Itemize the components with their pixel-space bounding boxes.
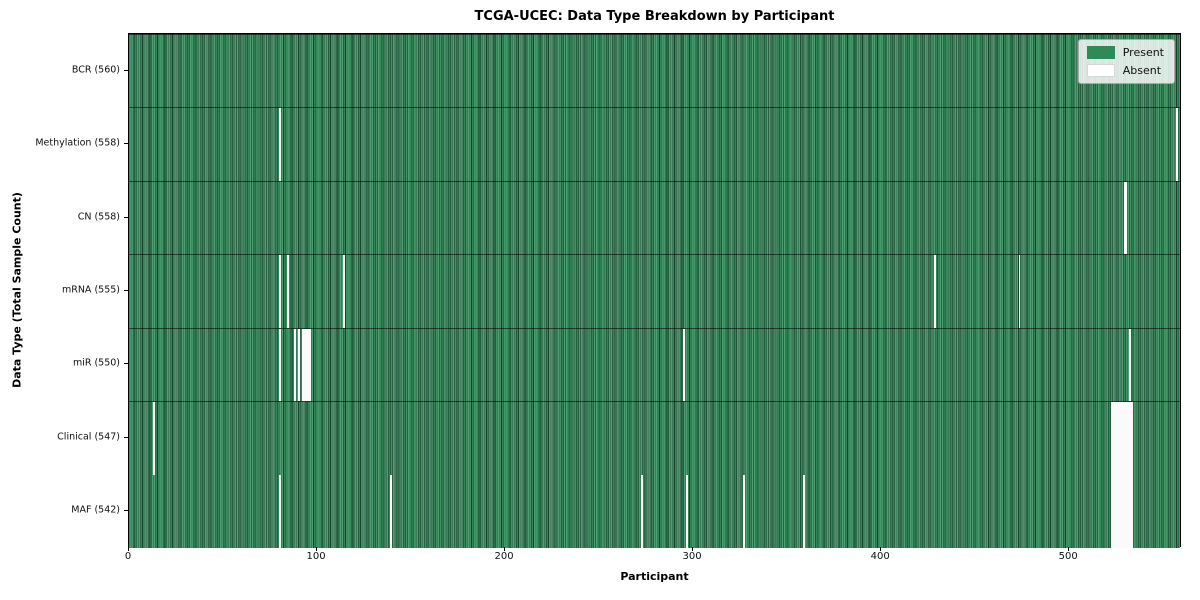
absent-stripe	[1123, 474, 1126, 548]
absent-stripe	[279, 328, 282, 402]
absent-stripe	[1176, 108, 1179, 181]
present-swatch-icon	[1086, 46, 1115, 59]
y-tick-mark	[124, 216, 128, 218]
y-tick-label-miR: miR (550)	[72, 357, 120, 369]
legend: Present Absent	[1077, 39, 1175, 84]
absent-stripe	[279, 255, 282, 328]
legend-item-present: Present	[1086, 46, 1164, 59]
x-tick-label-300: 300	[682, 551, 702, 562]
heatmap-row-Methylation	[129, 107, 1180, 181]
absent-stripe	[279, 108, 282, 181]
absent-stripe	[1119, 402, 1122, 475]
y-axis-title: Data Type (Total Sample Count)	[10, 192, 24, 388]
absent-stripe	[1131, 474, 1134, 548]
x-tick-label-400: 400	[870, 551, 890, 562]
absent-stripe	[1116, 474, 1119, 548]
absent-stripe	[686, 474, 689, 548]
absent-stripe	[682, 328, 685, 402]
y-tick-mark	[124, 363, 128, 365]
y-tick-label-CN: CN (558)	[77, 211, 120, 223]
absent-stripe	[301, 328, 304, 402]
heatmap-row-miR	[129, 327, 1180, 402]
absent-stripe	[309, 328, 312, 402]
legend-absent-label: Absent	[1122, 64, 1162, 77]
absent-stripe	[1123, 402, 1126, 475]
absent-stripe	[305, 328, 308, 402]
absent-stripe	[1127, 474, 1130, 548]
absent-stripe	[1118, 402, 1120, 475]
heatmap-row-MAF	[129, 474, 1180, 548]
y-tick-label-MAF: MAF (542)	[71, 504, 120, 516]
absent-stripe	[389, 474, 392, 548]
x-tick-label-500: 500	[1058, 551, 1078, 562]
y-tick-label-Methylation: Methylation (558)	[35, 137, 120, 149]
absent-stripe	[802, 474, 805, 548]
absent-stripe	[1129, 328, 1132, 402]
x-tick-mark	[692, 547, 694, 551]
y-tick-mark	[124, 436, 128, 438]
x-tick-label-200: 200	[494, 551, 514, 562]
absent-stripe	[153, 402, 156, 475]
absent-stripe	[279, 474, 282, 548]
x-tick-label-0: 0	[124, 551, 132, 562]
y-tick-mark	[124, 290, 128, 291]
absent-stripe	[934, 255, 937, 328]
absent-stripe	[1110, 474, 1113, 548]
absent-stripe	[1112, 474, 1115, 548]
absent-stripe	[1118, 474, 1120, 548]
absent-stripe	[1125, 181, 1128, 255]
x-tick-mark	[504, 547, 506, 551]
absent-stripe	[1114, 402, 1117, 475]
legend-item-absent: Absent	[1086, 64, 1164, 77]
absent-stripe	[297, 328, 300, 402]
heatmap-row-BCR	[129, 34, 1180, 108]
y-tick-label-BCR: BCR (560)	[71, 64, 120, 76]
absent-stripe	[1121, 402, 1124, 475]
absent-stripe	[286, 255, 289, 328]
y-tick-label-mRNA: mRNA (555)	[61, 284, 120, 296]
absent-stripe	[303, 328, 306, 402]
x-axis-title: Participant	[620, 570, 689, 583]
chart-title: TCGA-UCEC: Data Type Breakdown by Partic…	[474, 9, 835, 24]
x-tick-label-100: 100	[306, 551, 326, 562]
heatmap-row-mRNA	[129, 254, 1180, 328]
plot-area: Present Absent	[128, 33, 1181, 548]
absent-stripe	[307, 328, 310, 402]
y-tick-mark	[124, 69, 128, 71]
absent-stripe	[342, 255, 345, 328]
y-tick-mark	[124, 510, 128, 512]
absent-stripe	[1114, 474, 1117, 548]
absent-stripe	[1127, 402, 1130, 475]
absent-stripe	[742, 474, 745, 548]
heatmap-row-CN	[129, 180, 1180, 255]
absent-stripe	[1121, 474, 1124, 548]
absent-stripe	[1125, 474, 1128, 548]
x-tick-mark	[1068, 547, 1070, 551]
legend-present-label: Present	[1122, 46, 1164, 59]
absent-stripe	[1125, 402, 1128, 475]
absent-stripe	[1131, 402, 1134, 475]
absent-stripe	[294, 328, 297, 402]
absent-swatch-icon	[1086, 64, 1115, 77]
absent-stripe	[1110, 402, 1113, 475]
y-tick-label-Clinical: Clinical (547)	[57, 431, 120, 443]
absent-stripe	[1129, 402, 1132, 475]
absent-stripe	[1112, 402, 1115, 475]
absent-stripe	[1129, 474, 1132, 548]
y-tick-mark	[124, 143, 128, 145]
absent-stripe	[1123, 181, 1126, 255]
x-tick-mark	[128, 547, 129, 551]
heatmap-row-Clinical	[129, 401, 1180, 475]
x-tick-mark	[316, 547, 318, 551]
absent-stripe	[1116, 402, 1119, 475]
x-tick-mark	[880, 547, 882, 551]
absent-stripe	[641, 474, 644, 548]
absent-stripe	[1119, 474, 1122, 548]
absent-stripe	[1018, 255, 1021, 328]
